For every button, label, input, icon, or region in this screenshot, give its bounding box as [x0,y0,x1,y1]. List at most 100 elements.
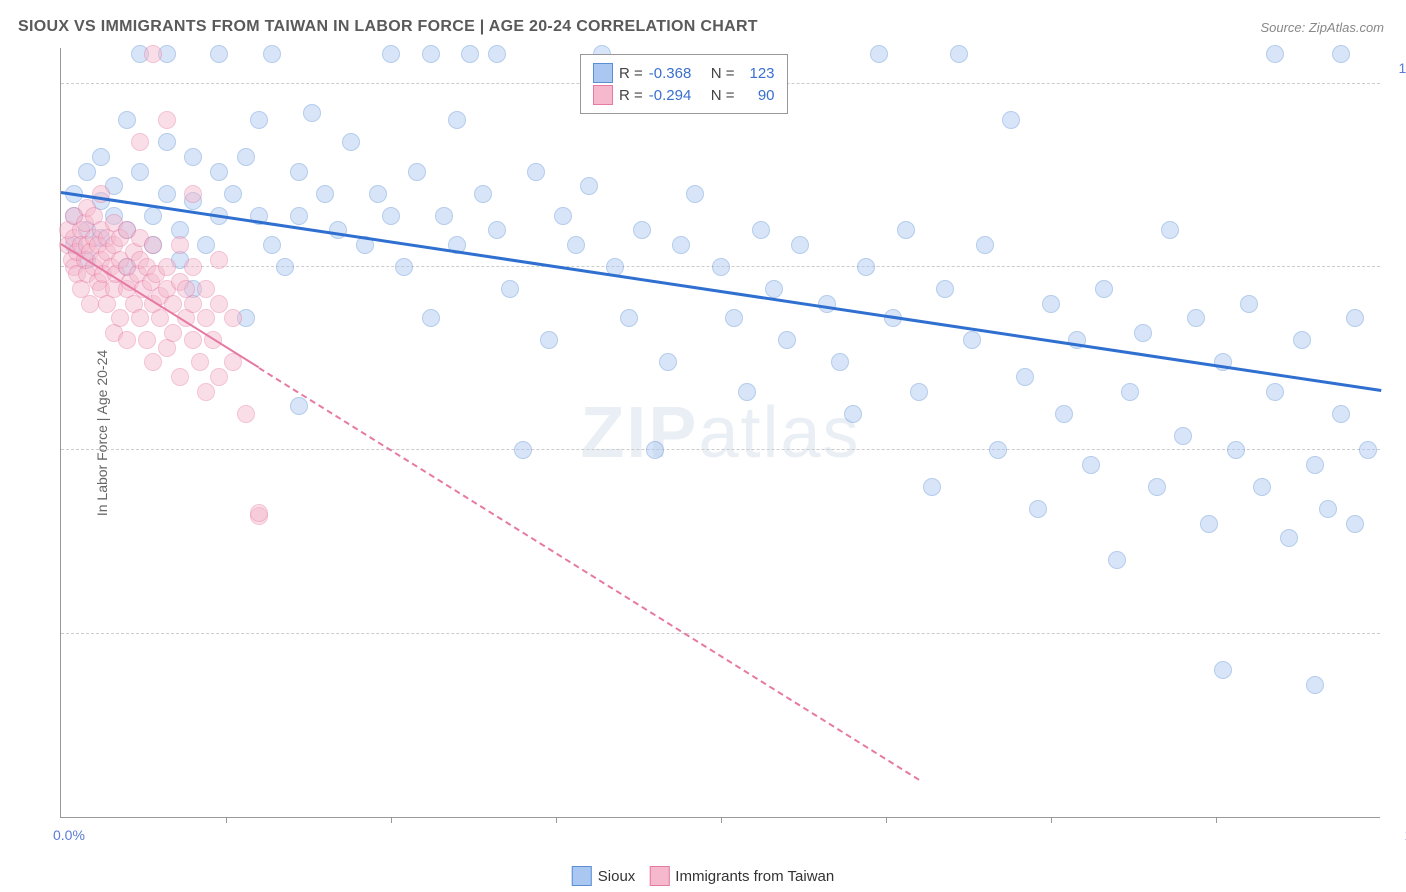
scatter-point [672,236,690,254]
scatter-point [342,133,360,151]
x-tick [1051,817,1052,823]
scatter-point [910,383,928,401]
scatter-point [659,353,677,371]
scatter-point [1319,500,1337,518]
scatter-point [1332,405,1350,423]
scatter-point [158,111,176,129]
legend-swatch [593,85,613,105]
scatter-point [224,309,242,327]
source-label: Source: ZipAtlas.com [1260,20,1384,35]
scatter-point [164,324,182,342]
legend-row: R =-0.294N =90 [593,85,775,105]
x-tick [721,817,722,823]
scatter-point [184,148,202,166]
scatter-point [408,163,426,181]
scatter-point [923,478,941,496]
scatter-point [514,441,532,459]
scatter-point [474,185,492,203]
scatter-point [422,309,440,327]
legend-n-value: 123 [741,65,775,82]
scatter-point [144,236,162,254]
scatter-point [197,280,215,298]
scatter-point [831,353,849,371]
watermark: ZIPatlas [580,392,860,474]
scatter-point [144,353,162,371]
scatter-point [540,331,558,349]
scatter-point [210,295,228,313]
scatter-point [184,258,202,276]
scatter-point [184,331,202,349]
scatter-point [1082,456,1100,474]
legend-n-label: N = [711,87,735,104]
scatter-point [1016,368,1034,386]
scatter-point [1306,456,1324,474]
scatter-point [158,133,176,151]
scatter-point [1187,309,1205,327]
scatter-plot: In Labor Force | Age 20-24 ZIPatlas 0.0%… [60,48,1380,818]
scatter-point [276,258,294,276]
scatter-point [791,236,809,254]
legend-r-label: R = [619,87,643,104]
scatter-point [844,405,862,423]
scatter-point [1266,45,1284,63]
scatter-point [527,163,545,181]
scatter-point [1253,478,1271,496]
scatter-point [567,236,585,254]
scatter-point [1293,331,1311,349]
series-legend: SiouxImmigrants from Taiwan [572,866,834,886]
legend-r-value: -0.368 [649,65,705,82]
scatter-point [686,185,704,203]
scatter-point [1095,280,1113,298]
legend-n-label: N = [711,65,735,82]
chart-title: SIOUX VS IMMIGRANTS FROM TAIWAN IN LABOR… [18,18,758,36]
scatter-point [1121,383,1139,401]
scatter-point [303,104,321,122]
y-tick-label: 100.0% [1386,60,1406,76]
scatter-point [488,221,506,239]
y-tick-label: 25.0% [1386,610,1406,626]
x-tick [391,817,392,823]
scatter-point [250,111,268,129]
scatter-point [1148,478,1166,496]
scatter-point [778,331,796,349]
y-tick-label: 75.0% [1386,243,1406,259]
scatter-point [131,309,149,327]
y-tick-label: 50.0% [1386,426,1406,442]
scatter-point [171,368,189,386]
scatter-point [712,258,730,276]
scatter-point [646,441,664,459]
scatter-point [752,221,770,239]
scatter-point [250,504,268,522]
legend-swatch [649,866,669,886]
scatter-point [237,405,255,423]
scatter-point [290,397,308,415]
scatter-point [633,221,651,239]
scatter-point [435,207,453,225]
scatter-point [897,221,915,239]
correlation-legend: R = -0.368 N = 123 R =-0.294N =90 [580,54,788,114]
scatter-point [1042,295,1060,313]
scatter-point [197,383,215,401]
scatter-point [191,353,209,371]
scatter-point [369,185,387,203]
gridline [61,633,1380,634]
scatter-point [118,111,136,129]
legend-r-label: R = [619,65,643,82]
scatter-point [1266,383,1284,401]
legend-item: Sioux [572,866,636,886]
scatter-point [118,331,136,349]
y-axis-label: In Labor Force | Age 20-24 [94,349,110,515]
scatter-point [554,207,572,225]
scatter-point [818,295,836,313]
scatter-point [1240,295,1258,313]
scatter-point [184,295,202,313]
scatter-point [144,45,162,63]
x-axis-min-label: 0.0% [53,827,85,843]
scatter-point [1200,515,1218,533]
x-tick [556,817,557,823]
x-tick [226,817,227,823]
scatter-point [158,185,176,203]
x-tick [1216,817,1217,823]
scatter-point [151,309,169,327]
scatter-point [197,309,215,327]
